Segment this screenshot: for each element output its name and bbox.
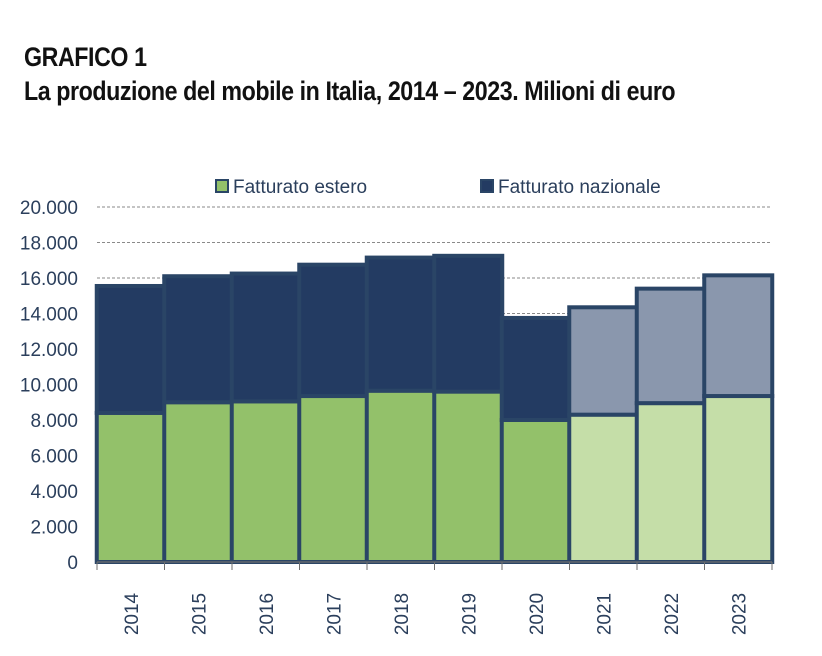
bar-fatturato-estero [499, 418, 572, 564]
axis-layer: 0 2.000 4.000 6.000 8.000 10.000 12.000 14.000 1… [20, 198, 773, 635]
bar-fatturato-nazionale [702, 273, 775, 399]
x-tick-label: 2015 [189, 593, 210, 635]
legend: Fatturato estero Fatturato nazionale [215, 177, 661, 198]
legend-swatch [215, 179, 229, 193]
bar-layer [94, 253, 775, 565]
bar-fatturato-estero [94, 410, 167, 564]
x-tick-label: 2014 [122, 592, 143, 635]
bar-fatturato-estero [634, 401, 707, 565]
y-tick-label: 10.000 [20, 376, 78, 397]
legend-swatch [480, 179, 494, 193]
bar-stack [702, 273, 775, 564]
bar-fatturato-nazionale [94, 283, 167, 415]
bar-fatturato-nazionale [432, 253, 505, 394]
y-tick-label: 12.000 [20, 340, 78, 361]
bar-stack [94, 283, 167, 564]
bar-fatturato-estero [162, 400, 235, 564]
legend-item-fatturato-nazionale: Fatturato nazionale [480, 177, 661, 198]
bar-fatturato-nazionale [229, 271, 302, 404]
x-tick-label: 2017 [324, 593, 345, 635]
y-tick-label: 18.000 [20, 234, 78, 255]
x-tick-label: 2022 [662, 593, 683, 635]
bar-fatturato-nazionale [364, 255, 437, 393]
y-tick-label: 8.000 [30, 411, 78, 432]
legend-label: Fatturato estero [233, 177, 367, 198]
x-tick-label: 2020 [527, 593, 548, 635]
x-tick-label: 2023 [729, 593, 750, 635]
bar-fatturato-nazionale [162, 274, 235, 405]
bar-stack [432, 253, 505, 564]
y-tick-label: 16.000 [20, 269, 78, 290]
x-tick-label: 2019 [459, 593, 480, 635]
y-tick-label: 0 [67, 553, 78, 574]
bar-fatturato-estero [702, 394, 775, 564]
bar-fatturato-nazionale [634, 286, 707, 406]
x-tick-label: 2021 [594, 593, 615, 635]
bar-stack [499, 315, 572, 564]
bar-fatturato-estero [297, 394, 370, 564]
bar-fatturato-nazionale [567, 305, 640, 417]
legend-item-fatturato-estero: Fatturato estero [215, 177, 367, 198]
bar-fatturato-estero [567, 412, 640, 564]
bar-fatturato-nazionale [499, 315, 572, 422]
bar-fatturato-estero [364, 388, 437, 564]
y-tick-label: 6.000 [30, 447, 78, 468]
legend-label: Fatturato nazionale [498, 177, 661, 198]
y-tick-label: 2.000 [30, 518, 78, 539]
y-tick-label: 20.000 [20, 198, 78, 219]
chart-kicker: GRAFICO 1 [24, 42, 147, 72]
bar-fatturato-estero [229, 399, 302, 564]
bar-stack [297, 262, 370, 564]
bar-fatturato-nazionale [297, 262, 370, 399]
chart-heading: GRAFICO 1 La produzione del mobile in It… [24, 40, 781, 108]
chart-title: La produzione del mobile in Italia, 2014… [24, 76, 676, 106]
x-tick-label: 2016 [257, 593, 278, 635]
x-tick-label: 2018 [392, 593, 413, 635]
bar-stack [364, 255, 437, 564]
bar-stack [634, 286, 707, 565]
bar-stack [162, 274, 235, 564]
bar-stack [567, 305, 640, 564]
bar-fatturato-estero [432, 389, 505, 564]
y-tick-label: 4.000 [30, 482, 78, 503]
y-tick-label: 14.000 [20, 305, 78, 326]
bar-stack [229, 271, 302, 564]
